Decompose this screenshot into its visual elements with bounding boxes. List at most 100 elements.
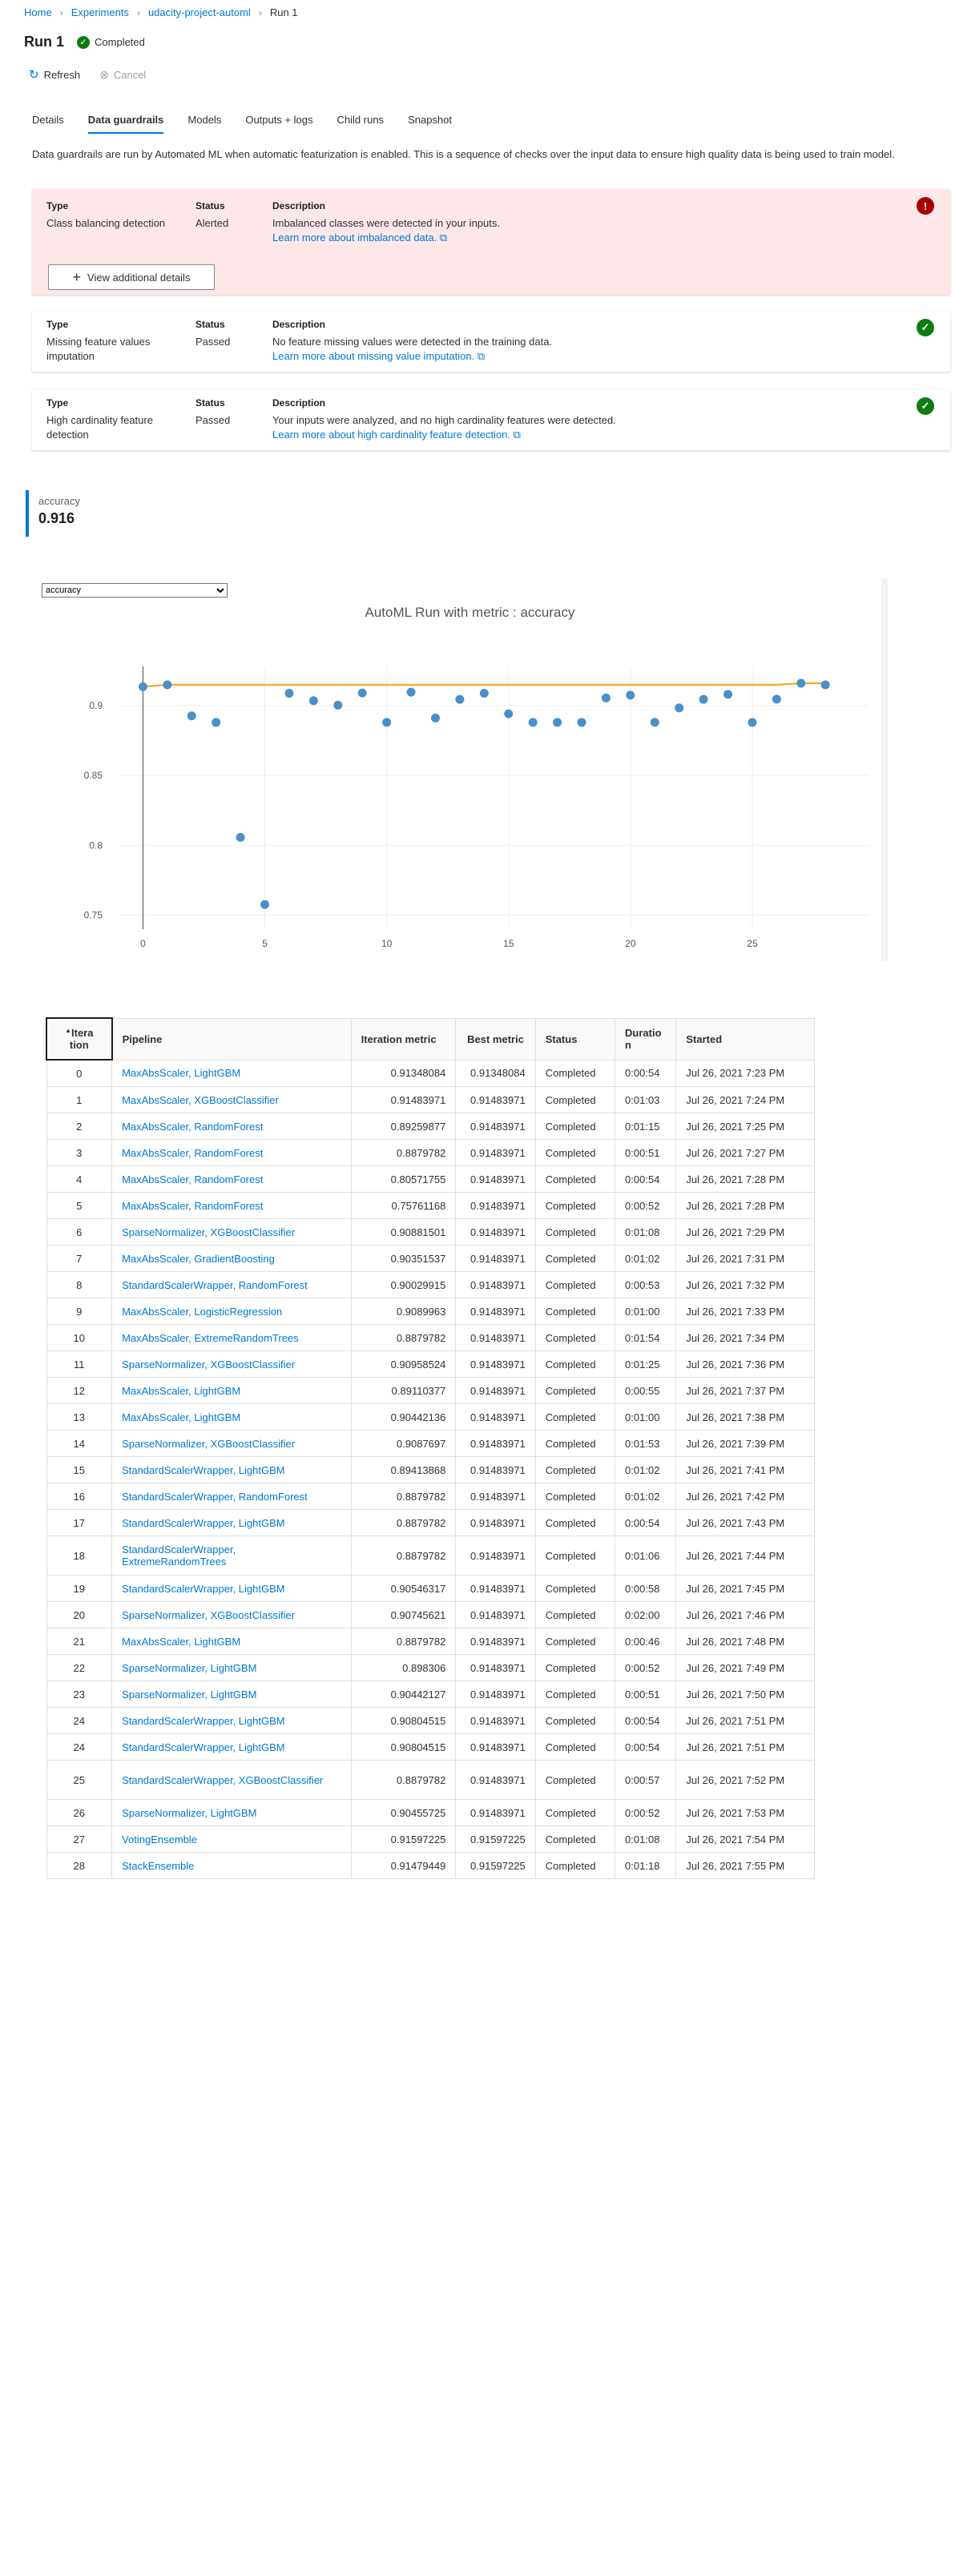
learn-more-link[interactable]: Learn more about imbalanced data. — [272, 231, 437, 244]
column-header-iteration-metric[interactable]: Iteration metric — [350, 1017, 457, 1061]
x-tick-label: 5 — [262, 938, 268, 949]
table-row[interactable]: 24 StandardScalerWrapper, LightGBM 0.90804… — [46, 1733, 815, 1761]
cell-best-metric: 0.91483971 — [455, 1139, 536, 1166]
table-row[interactable]: 22 SparseNormalizer, LightGBM 0.898306 0.91… — [46, 1654, 815, 1681]
cell-iteration: 4 — [46, 1165, 113, 1193]
table-row[interactable]: 23 SparseNormalizer, LightGBM 0.90442127 0.… — [46, 1680, 815, 1708]
table-row[interactable]: 28 StackEnsemble 0.91479449 0.91597225 Compl… — [46, 1852, 815, 1879]
table-row[interactable]: 24 StandardScalerWrapper, LightGBM 0.90804… — [46, 1707, 815, 1734]
tab-outputs-logs[interactable]: Outputs + logs — [245, 114, 313, 126]
table-row[interactable]: 8 StandardScalerWrapper, RandomForest 0.90… — [46, 1271, 815, 1298]
cell-pipeline[interactable]: MaxAbsScaler, RandomForest — [111, 1113, 352, 1140]
cell-pipeline[interactable]: MaxAbsScaler, RandomForest — [111, 1192, 352, 1219]
breadcrumb-experiments[interactable]: Experiments — [71, 6, 129, 18]
cell-pipeline[interactable]: SparseNormalizer, LightGBM — [111, 1654, 352, 1681]
cell-pipeline[interactable]: MaxAbsScaler, XGBoostClassifier — [111, 1086, 352, 1113]
table-row[interactable]: 19 StandardScalerWrapper, LightGBM 0.90546… — [46, 1575, 815, 1602]
cell-started: Jul 26, 2021 7:51 PM — [675, 1733, 815, 1761]
learn-more-link[interactable]: Learn more about high cardinality featur… — [272, 429, 511, 441]
cell-pipeline[interactable]: MaxAbsScaler, LightGBM — [111, 1403, 352, 1431]
table-row[interactable]: 26 SparseNormalizer, LightGBM 0.90455725 0.… — [46, 1799, 815, 1826]
table-row[interactable]: 5 MaxAbsScaler, RandomForest 0.75761168 0.9… — [46, 1192, 815, 1219]
tab-models[interactable]: Models — [187, 114, 222, 126]
table-row[interactable]: 25 StandardScalerWrapper, XGBoostClassifi… — [46, 1760, 815, 1800]
cell-pipeline[interactable]: SparseNormalizer, LightGBM — [111, 1680, 352, 1708]
column-header-started[interactable]: Started — [675, 1017, 815, 1061]
cell-pipeline[interactable]: StandardScalerWrapper, RandomForest — [111, 1483, 352, 1510]
cell-pipeline[interactable]: MaxAbsScaler, GradientBoosting — [111, 1245, 352, 1272]
table-row[interactable]: 13 MaxAbsScaler, LightGBM 0.90442136 0.9148… — [46, 1403, 815, 1431]
metric-select[interactable]: accuracy — [42, 583, 228, 598]
breadcrumb-experiment[interactable]: udacity-project-automl — [147, 6, 251, 18]
cell-iteration: 27 — [46, 1825, 113, 1853]
cell-pipeline[interactable]: SparseNormalizer, XGBoostClassifier — [111, 1218, 352, 1246]
column-header-best-metric[interactable]: Best metric — [455, 1017, 536, 1061]
table-row[interactable]: 21 MaxAbsScaler, LightGBM 0.8879782 0.91483… — [46, 1628, 815, 1655]
cell-pipeline[interactable]: SparseNormalizer, XGBoostClassifier — [111, 1430, 352, 1457]
status-header: Status — [195, 397, 225, 409]
cell-pipeline[interactable]: StandardScalerWrapper, XGBoostClassifier — [111, 1760, 352, 1800]
cell-duration: 0:01:06 — [615, 1536, 677, 1576]
cell-iteration: 15 — [46, 1456, 113, 1483]
best-metric-line — [143, 682, 826, 688]
breadcrumb-home[interactable]: Home — [24, 6, 52, 18]
cell-pipeline[interactable]: MaxAbsScaler, ExtremeRandomTrees — [111, 1324, 352, 1351]
table-row[interactable]: 11 SparseNormalizer, XGBoostClassifier 0.9… — [46, 1350, 815, 1378]
table-row[interactable]: 3 MaxAbsScaler, RandomForest 0.8879782 0.91… — [46, 1139, 815, 1166]
cell-pipeline[interactable]: SparseNormalizer, LightGBM — [111, 1799, 352, 1826]
cell-pipeline[interactable]: StandardScalerWrapper, LightGBM — [111, 1575, 352, 1602]
learn-more-link[interactable]: Learn more about missing value imputatio… — [272, 350, 475, 362]
cell-iteration: 8 — [46, 1271, 113, 1298]
table-row[interactable]: 15 StandardScalerWrapper, LightGBM 0.89413… — [46, 1456, 815, 1483]
cell-pipeline[interactable]: StandardScalerWrapper, RandomForest — [111, 1271, 352, 1298]
cell-pipeline[interactable]: StandardScalerWrapper, LightGBM — [111, 1733, 352, 1761]
cancel-button[interactable]: ⊗ Cancel — [99, 67, 146, 82]
cell-iteration-metric: 0.91597225 — [350, 1825, 457, 1853]
cell-pipeline[interactable]: MaxAbsScaler, LightGBM — [111, 1059, 352, 1087]
cell-pipeline[interactable]: MaxAbsScaler, LogisticRegression — [111, 1298, 352, 1325]
cell-pipeline[interactable]: MaxAbsScaler, LightGBM — [111, 1628, 352, 1655]
cell-iteration: 7 — [46, 1245, 113, 1272]
table-row[interactable]: 10 MaxAbsScaler, ExtremeRandomTrees 0.8879… — [46, 1324, 815, 1351]
cell-pipeline[interactable]: StackEnsemble — [111, 1852, 352, 1879]
cell-pipeline[interactable]: MaxAbsScaler, RandomForest — [111, 1139, 352, 1166]
column-header-pipeline[interactable]: Pipeline — [111, 1017, 352, 1061]
column-header-duration[interactable]: Duratio n — [615, 1017, 677, 1061]
tab-data-guardrails[interactable]: Data guardrails — [87, 111, 163, 134]
table-row[interactable]: 9 MaxAbsScaler, LogisticRegression 0.90899… — [46, 1298, 815, 1325]
cell-duration: 0:00:54 — [615, 1165, 677, 1193]
table-row[interactable]: 2 MaxAbsScaler, RandomForest 0.89259877 0.9… — [46, 1113, 815, 1140]
table-row[interactable]: 6 SparseNormalizer, XGBoostClassifier 0.90… — [46, 1218, 815, 1246]
error-icon: ! — [917, 197, 934, 215]
table-row[interactable]: 1 MaxAbsScaler, XGBoostClassifier 0.914839… — [46, 1086, 815, 1113]
tab-details[interactable]: Details — [32, 114, 64, 126]
table-row[interactable]: 20 SparseNormalizer, XGBoostClassifier 0.9… — [46, 1601, 815, 1628]
table-row[interactable]: 12 MaxAbsScaler, LightGBM 0.89110377 0.9148… — [46, 1377, 815, 1404]
tab-snapshot[interactable]: Snapshot — [408, 114, 452, 126]
cell-pipeline[interactable]: MaxAbsScaler, LightGBM — [111, 1377, 352, 1404]
column-header-iteration[interactable]: ▲Itera tion — [46, 1017, 113, 1061]
table-row[interactable]: 7 MaxAbsScaler, GradientBoosting 0.9035153… — [46, 1245, 815, 1272]
cell-pipeline[interactable]: StandardScalerWrapper, ExtremeRandomTree… — [111, 1536, 352, 1576]
cell-pipeline[interactable]: StandardScalerWrapper, LightGBM — [111, 1509, 352, 1536]
table-row[interactable]: 0 MaxAbsScaler, LightGBM 0.91348084 0.91348… — [46, 1059, 815, 1087]
cell-pipeline[interactable]: StandardScalerWrapper, LightGBM — [111, 1456, 352, 1483]
table-row[interactable]: 17 StandardScalerWrapper, LightGBM 0.88797… — [46, 1509, 815, 1536]
cell-best-metric: 0.91483971 — [455, 1509, 536, 1536]
cell-iteration-metric: 0.91479449 — [350, 1852, 457, 1879]
table-row[interactable]: 18 StandardScalerWrapper, ExtremeRandomTr… — [46, 1536, 815, 1576]
table-row[interactable]: 27 VotingEnsemble 0.91597225 0.91597225 Comp… — [46, 1825, 815, 1853]
cell-pipeline[interactable]: StandardScalerWrapper, LightGBM — [111, 1707, 352, 1734]
table-row[interactable]: 14 SparseNormalizer, XGBoostClassifier 0.9… — [46, 1430, 815, 1457]
tab-child-runs[interactable]: Child runs — [336, 114, 385, 126]
cell-pipeline[interactable]: SparseNormalizer, XGBoostClassifier — [111, 1601, 352, 1628]
cell-pipeline[interactable]: SparseNormalizer, XGBoostClassifier — [111, 1350, 352, 1378]
view-additional-details-button[interactable]: + View additional details — [48, 264, 215, 290]
x-tick-label: 15 — [503, 938, 514, 949]
refresh-button[interactable]: ↻ Refresh — [29, 67, 80, 82]
cell-pipeline[interactable]: VotingEnsemble — [111, 1825, 352, 1853]
cell-pipeline[interactable]: MaxAbsScaler, RandomForest — [111, 1165, 352, 1193]
column-header-status[interactable]: Status — [534, 1017, 616, 1061]
table-row[interactable]: 16 StandardScalerWrapper, RandomForest 0.8… — [46, 1483, 815, 1510]
table-row[interactable]: 4 MaxAbsScaler, RandomForest 0.80571755 0.9… — [46, 1165, 815, 1193]
